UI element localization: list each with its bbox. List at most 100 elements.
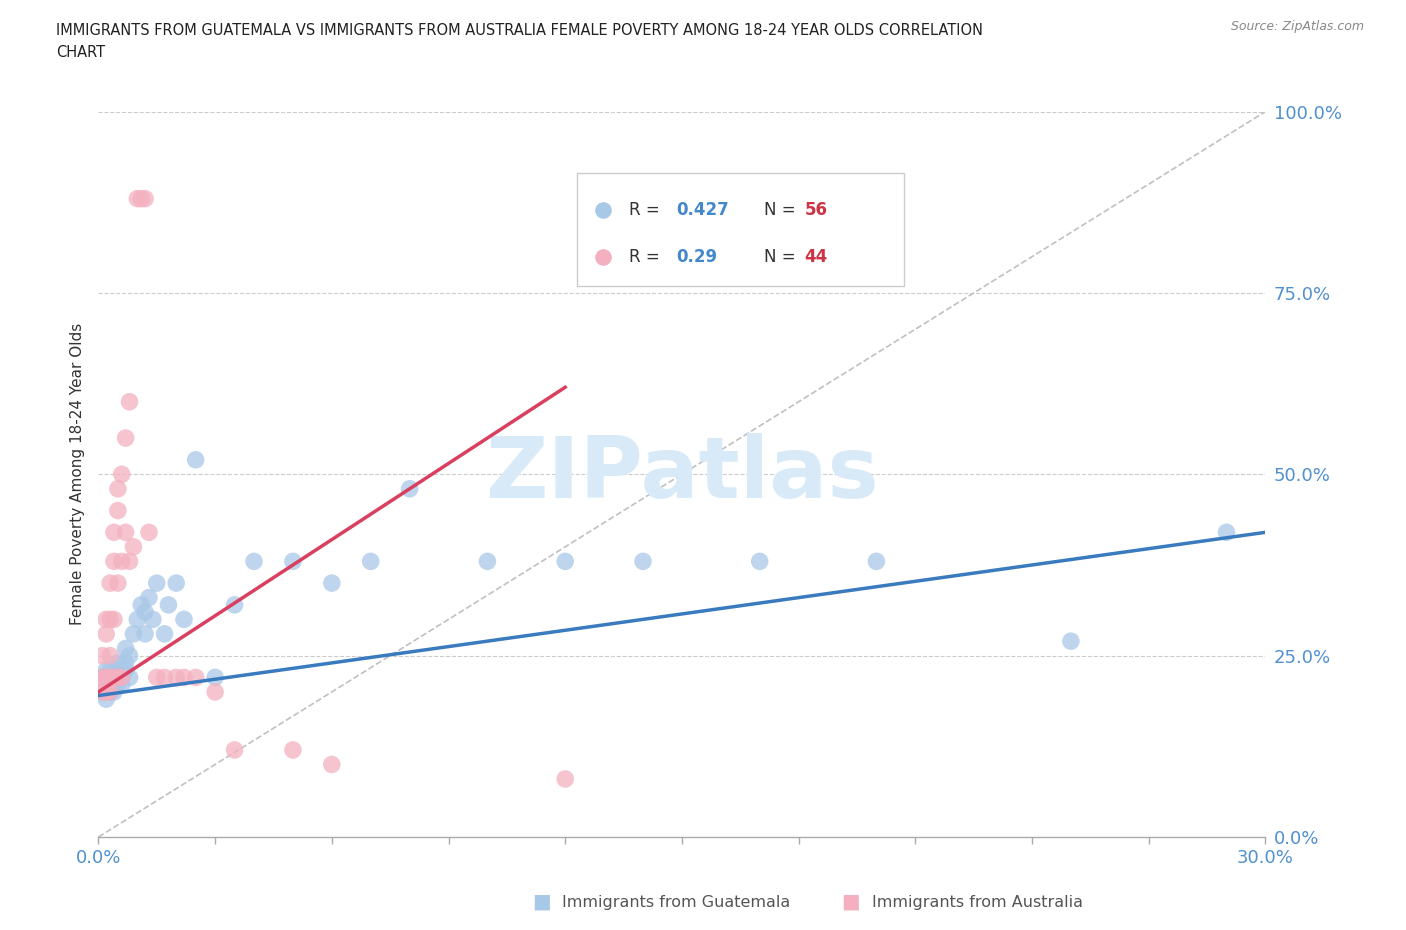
Point: [165, 670, 187, 684]
Point: [98, 684, 121, 699]
Point: [157, 597, 180, 612]
Point: [138, 591, 160, 605]
Point: [96, 670, 118, 684]
FancyBboxPatch shape: [576, 173, 904, 286]
Point: [114, 663, 136, 678]
Point: [118, 670, 141, 684]
Point: [103, 677, 125, 692]
Text: Immigrants from Guatemala: Immigrants from Guatemala: [562, 895, 790, 910]
Point: [134, 604, 156, 619]
Point: [91, 670, 114, 684]
Point: [118, 554, 141, 569]
Point: [96, 612, 118, 627]
Point: [111, 677, 134, 692]
Point: [748, 554, 770, 569]
Point: [96, 684, 118, 699]
Point: [153, 670, 176, 684]
Point: [129, 192, 152, 206]
Point: [111, 663, 134, 678]
Point: [173, 612, 195, 627]
Point: [224, 742, 246, 757]
Point: [1060, 633, 1083, 648]
Point: [98, 612, 121, 627]
Text: ▪: ▪: [841, 887, 860, 917]
Point: [103, 684, 125, 699]
Point: [98, 648, 121, 663]
Point: [477, 554, 499, 569]
Point: [96, 663, 118, 678]
Point: [91, 677, 114, 692]
Point: [103, 612, 125, 627]
Point: [107, 677, 129, 692]
Point: [98, 670, 121, 684]
Text: N =: N =: [763, 247, 800, 266]
Text: R =: R =: [630, 201, 665, 219]
Point: [118, 648, 141, 663]
Point: [122, 627, 145, 642]
Point: [281, 554, 304, 569]
Point: [142, 612, 165, 627]
Point: [96, 684, 118, 699]
Text: Immigrants from Australia: Immigrants from Australia: [872, 895, 1083, 910]
Point: [91, 684, 114, 699]
Point: [138, 525, 160, 539]
Point: [103, 554, 125, 569]
Point: [554, 772, 576, 787]
Point: [103, 525, 125, 539]
Point: [631, 554, 654, 569]
Point: [122, 539, 145, 554]
Point: [321, 576, 343, 591]
Point: [118, 394, 141, 409]
Point: [107, 482, 129, 497]
Point: [111, 670, 134, 684]
Point: [91, 677, 114, 692]
Point: [96, 677, 118, 692]
Point: [360, 554, 382, 569]
Point: [107, 670, 129, 684]
Text: IMMIGRANTS FROM GUATEMALA VS IMMIGRANTS FROM AUSTRALIA FEMALE POVERTY AMONG 18-2: IMMIGRANTS FROM GUATEMALA VS IMMIGRANTS …: [56, 23, 983, 38]
Text: 56: 56: [804, 201, 828, 219]
Point: [96, 677, 118, 692]
Point: [111, 467, 134, 482]
Point: [204, 684, 226, 699]
Text: ZIPatlas: ZIPatlas: [485, 432, 879, 516]
Point: [98, 670, 121, 684]
Point: [127, 612, 149, 627]
Text: 44: 44: [804, 247, 828, 266]
Point: [146, 576, 169, 591]
Text: R =: R =: [630, 247, 665, 266]
Text: 0.427: 0.427: [676, 201, 728, 219]
Point: [865, 554, 887, 569]
Point: [204, 670, 226, 684]
Point: [165, 576, 187, 591]
Point: [96, 627, 118, 642]
Point: [134, 627, 156, 642]
Point: [98, 684, 121, 699]
Point: [98, 576, 121, 591]
Point: [281, 742, 304, 757]
Point: [91, 670, 114, 684]
Point: [107, 663, 129, 678]
Point: [1215, 525, 1237, 539]
Text: Source: ZipAtlas.com: Source: ZipAtlas.com: [1230, 20, 1364, 33]
Point: [114, 641, 136, 656]
Point: [96, 670, 118, 684]
Point: [103, 670, 125, 684]
Point: [134, 192, 156, 206]
Point: [173, 670, 195, 684]
Point: [96, 692, 118, 707]
Point: [224, 597, 246, 612]
Point: [107, 576, 129, 591]
Point: [103, 670, 125, 684]
Point: [98, 677, 121, 692]
Text: 0.29: 0.29: [676, 247, 717, 266]
Point: [107, 670, 129, 684]
Text: ▪: ▪: [531, 887, 551, 917]
Text: CHART: CHART: [56, 45, 105, 60]
Point: [153, 627, 176, 642]
Point: [129, 597, 152, 612]
Y-axis label: Female Poverty Among 18-24 Year Olds: Female Poverty Among 18-24 Year Olds: [69, 324, 84, 626]
Point: [146, 670, 169, 684]
Point: [114, 431, 136, 445]
Point: [114, 656, 136, 671]
